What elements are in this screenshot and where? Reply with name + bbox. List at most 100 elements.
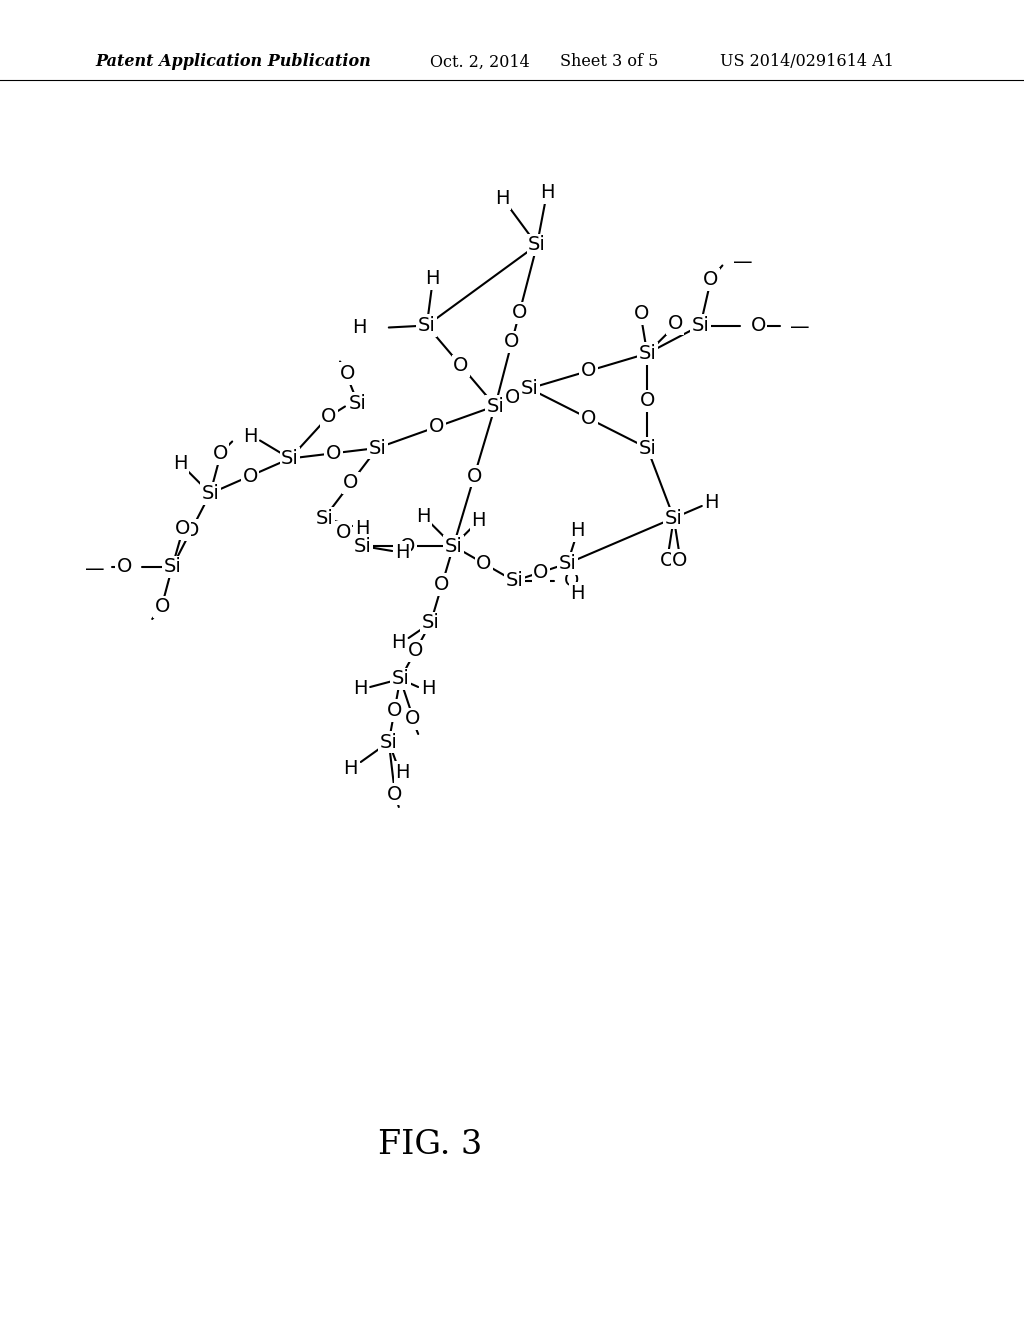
- Text: Si: Si: [380, 733, 397, 751]
- Text: Si: Si: [281, 449, 299, 469]
- Text: Si: Si: [520, 379, 539, 399]
- Text: O: O: [429, 417, 444, 437]
- Text: Si: Si: [202, 484, 219, 503]
- Text: H: H: [353, 680, 368, 698]
- Text: O: O: [581, 362, 596, 380]
- Text: Si: Si: [665, 508, 683, 528]
- Text: Si: Si: [353, 536, 371, 556]
- Text: O: O: [634, 304, 649, 323]
- Text: H: H: [495, 190, 509, 209]
- Text: O: O: [534, 562, 549, 582]
- Text: Si: Si: [391, 669, 410, 689]
- Text: Si: Si: [281, 449, 299, 469]
- Text: O: O: [505, 388, 520, 407]
- Text: FIG. 3: FIG. 3: [378, 1129, 482, 1162]
- Text: H: H: [705, 494, 719, 512]
- Text: Si: Si: [422, 614, 439, 632]
- Text: Si: Si: [638, 438, 656, 458]
- Text: O: O: [434, 576, 450, 594]
- Text: Si: Si: [505, 572, 523, 590]
- Text: Si: Si: [638, 438, 656, 458]
- Text: O: O: [387, 784, 402, 804]
- Text: H: H: [421, 680, 435, 698]
- Text: H: H: [570, 521, 585, 540]
- Text: Si: Si: [315, 508, 333, 528]
- Text: O: O: [326, 444, 341, 463]
- Text: Si: Si: [418, 315, 436, 335]
- Text: Si: Si: [638, 345, 656, 363]
- Text: Si: Si: [558, 554, 577, 573]
- Text: Si: Si: [391, 669, 410, 689]
- Text: O: O: [668, 314, 683, 333]
- Text: H: H: [426, 269, 440, 288]
- Text: Si: Si: [202, 484, 219, 503]
- Text: H: H: [540, 183, 554, 202]
- Text: H: H: [355, 519, 370, 537]
- Text: Si: Si: [315, 508, 333, 528]
- Text: Si: Si: [163, 557, 181, 577]
- Text: Si: Si: [369, 438, 386, 458]
- Text: H: H: [391, 634, 406, 652]
- Text: O: O: [564, 572, 580, 590]
- Text: O: O: [408, 642, 423, 660]
- Text: H: H: [243, 426, 257, 446]
- Text: Si: Si: [691, 315, 710, 335]
- Text: H: H: [426, 269, 440, 288]
- Text: O: O: [404, 710, 420, 729]
- Text: H: H: [416, 507, 431, 525]
- Text: O: O: [400, 536, 416, 556]
- Text: O: O: [117, 557, 132, 577]
- Text: O: O: [467, 466, 482, 486]
- Text: O: O: [387, 701, 402, 719]
- Text: Si: Si: [486, 396, 504, 416]
- Text: H: H: [471, 511, 485, 531]
- Text: Si: Si: [349, 393, 367, 413]
- Text: Si: Si: [665, 508, 683, 528]
- Text: Si: Si: [369, 438, 386, 458]
- Text: O: O: [581, 409, 596, 428]
- Text: O: O: [476, 554, 492, 573]
- Text: Si: Si: [528, 235, 546, 255]
- Text: US 2014/0291614 A1: US 2014/0291614 A1: [720, 54, 894, 70]
- Text: —: —: [85, 560, 104, 578]
- Text: H: H: [352, 318, 367, 337]
- Text: O: O: [640, 391, 655, 411]
- Text: H: H: [395, 763, 410, 781]
- Text: H: H: [352, 318, 367, 337]
- Text: Si: Si: [505, 572, 523, 590]
- Text: O: O: [660, 550, 676, 569]
- Text: O: O: [174, 520, 189, 539]
- Text: Si: Si: [444, 536, 463, 556]
- Text: H: H: [343, 759, 358, 777]
- Text: H: H: [495, 190, 509, 209]
- Text: Si: Si: [520, 379, 539, 399]
- Text: O: O: [454, 356, 469, 375]
- Text: O: O: [243, 466, 258, 486]
- Text: H: H: [540, 183, 554, 202]
- Text: H: H: [173, 454, 187, 473]
- Text: O: O: [322, 407, 337, 426]
- Text: Si: Si: [486, 396, 504, 416]
- Text: O: O: [343, 474, 358, 492]
- Text: Si: Si: [444, 536, 463, 556]
- Text: H: H: [395, 543, 410, 561]
- Text: O: O: [512, 304, 527, 322]
- Text: O: O: [751, 315, 766, 335]
- Text: Si: Si: [558, 554, 577, 573]
- Text: Si: Si: [691, 315, 710, 335]
- Text: —: —: [733, 253, 753, 272]
- Text: O: O: [340, 364, 355, 383]
- Text: O: O: [702, 271, 718, 289]
- Text: O: O: [213, 444, 228, 463]
- Text: H: H: [570, 583, 585, 603]
- Text: Si: Si: [163, 557, 181, 577]
- Text: O: O: [336, 523, 351, 541]
- Text: O: O: [155, 598, 170, 616]
- Text: O: O: [672, 550, 687, 569]
- Text: O: O: [183, 521, 199, 540]
- Text: Si: Si: [528, 235, 546, 255]
- Text: Oct. 2, 2014: Oct. 2, 2014: [430, 54, 529, 70]
- Text: Si: Si: [380, 733, 397, 751]
- Text: Si: Si: [418, 315, 436, 335]
- Text: Patent Application Publication: Patent Application Publication: [95, 54, 371, 70]
